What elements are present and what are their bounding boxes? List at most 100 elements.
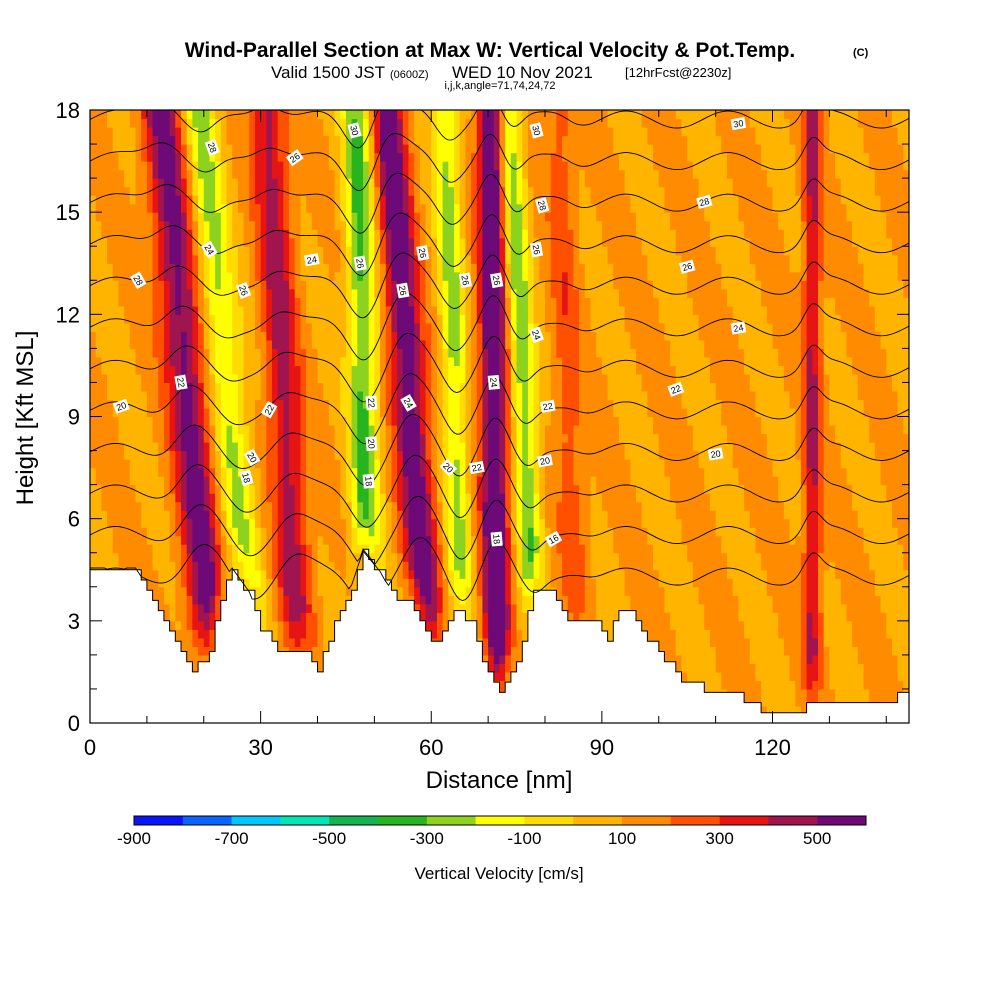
- velocity-cell: [323, 484, 330, 494]
- velocity-cell: [385, 135, 393, 145]
- velocity-cell: [90, 246, 97, 256]
- velocity-cell: [232, 118, 239, 128]
- velocity-cell: [414, 152, 421, 162]
- velocity-cell: [118, 186, 125, 196]
- velocity-cell: [357, 382, 364, 392]
- velocity-cell: [289, 518, 296, 528]
- velocity-cell: [163, 442, 171, 452]
- velocity-cell: [368, 510, 375, 520]
- velocity-cell: [135, 263, 142, 273]
- velocity-cell: [482, 578, 489, 588]
- velocity-cell: [442, 484, 449, 494]
- velocity-cell: [112, 161, 120, 171]
- velocity-cell: [323, 612, 330, 622]
- velocity-cell: [289, 629, 296, 639]
- velocity-cell: [112, 169, 120, 179]
- velocity-cell: [425, 331, 432, 341]
- velocity-cell: [380, 467, 387, 477]
- velocity-cell: [385, 442, 393, 452]
- velocity-cell: [220, 203, 228, 213]
- velocity-cell: [141, 288, 148, 298]
- velocity-cell: [198, 433, 205, 443]
- velocity-cell: [425, 493, 432, 503]
- velocity-cell: [300, 237, 307, 247]
- velocity-cell: [254, 229, 262, 239]
- velocity-cell: [357, 212, 364, 222]
- velocity-cell: [408, 595, 415, 605]
- velocity-cell: [107, 161, 114, 171]
- velocity-cell: [363, 322, 370, 332]
- velocity-cell: [357, 467, 364, 477]
- velocity-cell: [465, 127, 472, 137]
- velocity-cell: [408, 459, 415, 469]
- velocity-cell: [476, 603, 484, 613]
- velocity-cell: [414, 552, 421, 562]
- velocity-cell: [95, 552, 102, 562]
- velocity-cell: [232, 229, 239, 239]
- velocity-cell: [454, 356, 461, 367]
- velocity-cell: [186, 110, 193, 120]
- velocity-cell: [448, 476, 455, 486]
- velocity-cell: [169, 254, 176, 264]
- velocity-cell: [385, 118, 393, 128]
- velocity-cell: [340, 186, 347, 196]
- velocity-cell: [141, 331, 148, 341]
- velocity-cell: [112, 280, 120, 290]
- velocity-cell: [124, 220, 131, 230]
- velocity-cell: [181, 442, 188, 452]
- velocity-cell: [317, 416, 324, 426]
- velocity-cell: [220, 331, 228, 341]
- velocity-cell: [431, 212, 438, 222]
- velocity-cell: [175, 569, 182, 579]
- velocity-cell: [397, 365, 404, 375]
- velocity-cell: [448, 263, 455, 273]
- velocity-cell: [306, 518, 313, 528]
- velocity-cell: [141, 339, 148, 349]
- velocity-cell: [198, 569, 205, 579]
- velocity-cell: [129, 110, 137, 120]
- velocity-cell: [328, 476, 336, 486]
- velocity-cell: [385, 450, 393, 460]
- velocity-cell: [317, 135, 324, 145]
- velocity-cell: [374, 365, 381, 375]
- velocity-cell: [90, 220, 97, 230]
- velocity-cell: [442, 510, 449, 520]
- velocity-cell: [408, 246, 415, 256]
- velocity-cell: [402, 544, 410, 554]
- velocity-cell: [152, 527, 159, 537]
- velocity-cell: [323, 271, 330, 281]
- velocity-cell: [163, 110, 171, 120]
- velocity-cell: [226, 561, 233, 571]
- velocity-cell: [368, 161, 375, 171]
- velocity-cell: [334, 373, 341, 384]
- velocity-cell: [323, 544, 330, 554]
- velocity-cell: [181, 544, 188, 554]
- velocity-cell: [283, 390, 290, 401]
- velocity-cell: [129, 203, 137, 213]
- velocity-cell: [249, 288, 256, 298]
- velocity-cell: [357, 518, 364, 528]
- velocity-cell: [465, 569, 472, 579]
- velocity-cell: [158, 280, 165, 290]
- velocity-cell: [345, 186, 353, 196]
- velocity-cell: [357, 246, 364, 256]
- velocity-cell: [471, 518, 478, 528]
- velocity-cell: [90, 288, 97, 298]
- velocity-cell: [249, 118, 256, 128]
- velocity-cell: [431, 331, 438, 341]
- velocity-cell: [129, 178, 137, 188]
- velocity-cell: [345, 118, 353, 128]
- velocity-cell: [283, 271, 290, 281]
- velocity-cell: [277, 314, 284, 324]
- velocity-cell: [101, 144, 108, 154]
- velocity-cell: [181, 297, 188, 307]
- velocity-cell: [431, 603, 438, 613]
- velocity-cell: [459, 467, 466, 477]
- velocity-cell: [243, 561, 250, 571]
- velocity-cell: [141, 118, 148, 128]
- velocity-cell: [300, 288, 307, 298]
- velocity-cell: [186, 578, 193, 588]
- velocity-cell: [476, 476, 484, 486]
- velocity-cell: [198, 118, 205, 128]
- velocity-cell: [436, 203, 444, 213]
